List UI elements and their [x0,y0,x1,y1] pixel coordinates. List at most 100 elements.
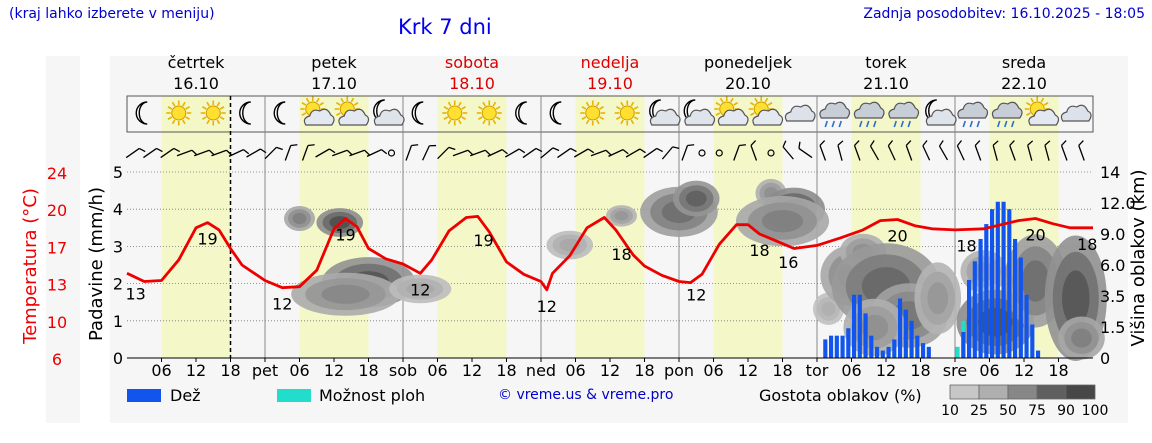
moon-shape [549,101,562,125]
x-tick-label: 12 [600,361,620,380]
cloud-tick-label: 12.0 [1100,194,1136,213]
sun-ray [492,101,497,107]
barb-flag [191,149,198,156]
x-tick-label: 12 [876,361,896,380]
barb-staff [540,147,554,159]
x-tick-label: 12 [186,361,206,380]
barb-staff [437,146,450,160]
barb-flag [750,140,757,146]
cloud-blob [614,211,629,221]
sun-ray [447,119,452,125]
sun-cloud-icon [714,96,749,126]
wind-barb [798,141,813,159]
barb-staff [798,147,813,159]
barb-staff [956,145,965,161]
rain-drop [962,120,967,128]
moon-cloud-icon [373,99,405,126]
barb-staff [315,148,330,158]
day-name: petek [311,53,357,72]
precip-tick-label: 4 [113,200,123,219]
x-tick-label: ned [526,361,556,380]
location-hint[interactable]: (kraj lahko izberete v meniju) [9,6,215,22]
temp-tick-label: 13 [47,276,67,295]
temperature-label: 16 [778,253,798,272]
rain-legend-label: Dež [170,386,201,405]
wind-barb [366,149,388,157]
sun-ray [167,106,173,110]
barb-staff [750,145,758,161]
sun-ray [599,116,604,120]
sun-ray [478,106,483,110]
weather-icons [135,96,1092,128]
cloud-tick-label: 6.0 [1100,256,1125,275]
wind-barb [125,147,146,159]
barb-flag [484,149,491,156]
barb-staff [590,149,607,157]
calm-wind [387,149,396,157]
sun-ray [202,106,207,110]
sun-ray [206,119,210,125]
barb-flag [782,140,787,148]
cloud-blob [927,282,949,315]
wind-barb [573,148,595,158]
temperature-label: 20 [887,227,907,246]
sun-ray [750,102,755,106]
cloud-shape [925,108,957,126]
sun-cloud-icon [1024,96,1060,126]
density-step-label: 50 [999,403,1017,419]
wind-barb [405,144,419,161]
credit-link[interactable]: © vreme.us & vreme.pro [498,387,674,403]
rain-bar [852,294,857,358]
barb-staff [522,147,537,159]
barb-flag [887,140,894,147]
sun-ray [458,101,462,107]
sun-ray [719,97,724,103]
wind-barb [782,140,794,160]
cloud-blob [406,282,435,296]
rain-drop [969,120,974,128]
cloud-icon [1060,104,1092,122]
barb-flag [854,140,860,146]
sun-ray [616,106,621,110]
barb-flag [535,147,543,153]
barb-flag [938,140,944,147]
precip-tick-label: 3 [113,237,123,256]
moon-shape [135,101,148,125]
rain-drop [900,120,905,128]
cloud-blob [1071,328,1092,348]
sun-ray [482,119,486,125]
rain-drop [976,120,981,128]
temperature-label: 19 [197,230,217,249]
moon-cloud-icon [683,99,716,126]
precip-tick-label: 1 [113,312,123,331]
cloud-icon [784,104,816,122]
day-date: 16.10 [173,74,219,93]
barb-staff [853,145,861,161]
sun-ray [336,102,341,106]
cloud-tick-label: 1.5 [1100,318,1125,337]
sun-icon [442,100,468,126]
wind-barb [422,144,437,161]
cloud-shape [649,108,681,126]
wind-barb [922,140,931,161]
wind-barb [956,140,965,161]
barb-staff [405,145,413,161]
sun-ray [733,102,738,106]
barb-staff [1009,145,1016,161]
rain-bar [967,279,972,358]
sun-ray [596,101,600,107]
moon-shape [239,101,251,125]
barb-flag [837,140,844,146]
cloud-blob [685,190,707,207]
rain-drop [831,120,836,128]
wind-barb [504,148,526,158]
barb-flag [173,147,181,153]
x-tick-label: 18 [220,361,240,380]
barb-flag [869,140,875,147]
sun-ray [581,116,587,120]
rain-swatch [127,389,161,402]
sun-ray [1026,102,1031,106]
barb-staff [837,145,843,161]
rain-drop [1010,120,1015,128]
sun-ray [585,101,590,107]
